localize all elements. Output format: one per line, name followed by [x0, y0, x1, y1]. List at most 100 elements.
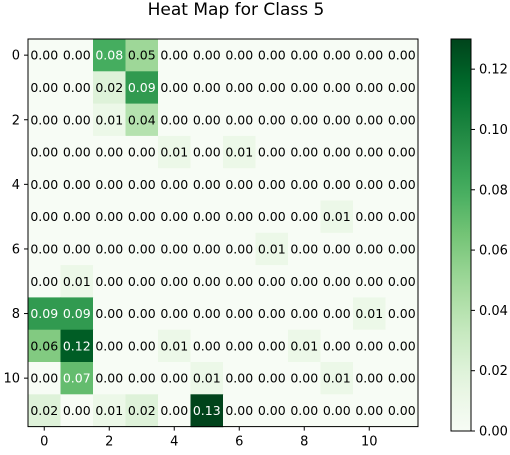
cell-value-label: 0.02: [95, 80, 123, 95]
heatmap-cell: [158, 135, 192, 169]
heatmap-cell: [255, 362, 289, 395]
heatmap-cell: [190, 232, 224, 266]
cell-value-label: 0.00: [95, 274, 123, 289]
heatmap-cell: [190, 103, 224, 137]
cell-value-label: 0.00: [30, 112, 58, 127]
cell-value-label: 0.00: [160, 80, 188, 95]
heatmap-cell: [223, 135, 257, 169]
cell-value-label: 0.00: [225, 403, 253, 418]
heatmap-cell: [385, 265, 419, 298]
heatmap-cell: [353, 394, 387, 428]
heatmap-cell: [93, 232, 127, 266]
cell-value-label: 0.00: [30, 241, 58, 256]
cell-value-label: 0.02: [30, 403, 58, 418]
cell-value-label: 0.00: [30, 209, 58, 224]
cell-value-label: 0.00: [388, 112, 416, 127]
heatmap-cell: [288, 71, 322, 105]
cell-value-label: 0.00: [388, 274, 416, 289]
heatmap-cell: [190, 39, 224, 72]
cell-value-label: 0.00: [128, 145, 156, 160]
cell-value-label: 0.00: [193, 177, 221, 192]
heatmap-cell: [60, 39, 94, 72]
cell-value-label: 0.09: [128, 80, 156, 95]
colorbar-tick-label: 0.00: [479, 425, 508, 440]
heatmap-cell: [320, 232, 354, 266]
cell-value-label: 0.01: [323, 371, 351, 386]
heatmap-cell: [60, 200, 94, 234]
cell-value-label: 0.00: [128, 274, 156, 289]
heatmap-cell: [158, 200, 192, 234]
cell-value-label: 0.00: [258, 48, 286, 63]
heatmap-cell: [93, 135, 127, 169]
heatmap-cell: [158, 103, 192, 137]
cell-value-label: 0.00: [258, 145, 286, 160]
cell-value-label: 0.00: [193, 274, 221, 289]
cell-value-label: 0.00: [225, 241, 253, 256]
heatmap-cell: [93, 265, 127, 298]
heatmap-cell: [190, 394, 224, 428]
colorbar-tick-label: 0.06: [479, 244, 508, 259]
heatmap-cell: [385, 297, 419, 331]
heatmap-cell: [223, 297, 257, 331]
cell-value-label: 0.01: [290, 338, 318, 353]
cell-value-label: 0.00: [323, 274, 351, 289]
heatmap-cell: [320, 135, 354, 169]
cell-value-label: 0.00: [290, 48, 318, 63]
heatmap-cell: [288, 362, 322, 395]
heatmap-cell: [353, 329, 387, 363]
heatmap-cell: [190, 200, 224, 234]
cell-value-label: 0.00: [95, 338, 123, 353]
cell-value-label: 0.01: [323, 209, 351, 224]
heatmap-cell: [255, 168, 289, 202]
cell-value-label: 0.00: [323, 241, 351, 256]
heatmap-cell: [353, 200, 387, 234]
cell-value-label: 0.01: [258, 241, 286, 256]
cell-value-label: 0.00: [128, 338, 156, 353]
cell-value-label: 0.00: [290, 371, 318, 386]
heatmap-cell: [28, 232, 62, 266]
cell-value-label: 0.00: [388, 48, 416, 63]
cell-value-label: 0.00: [95, 241, 123, 256]
cell-value-label: 0.00: [63, 403, 91, 418]
heatmap-cell: [255, 71, 289, 105]
cell-value-label: 0.00: [355, 48, 383, 63]
cell-value-label: 0.00: [160, 403, 188, 418]
cell-value-label: 0.00: [258, 338, 286, 353]
cell-value-label: 0.00: [290, 241, 318, 256]
cell-value-label: 0.00: [63, 48, 91, 63]
heatmap-cell: [125, 135, 159, 169]
y-tick-label: 6: [12, 242, 20, 257]
cell-value-label: 0.09: [63, 306, 91, 321]
heatmap-cell: [28, 362, 62, 395]
heatmap-cell: [255, 135, 289, 169]
cell-value-label: 0.00: [290, 209, 318, 224]
cell-value-label: 0.00: [95, 371, 123, 386]
y-tick-label: 2: [12, 113, 20, 128]
cell-value-label: 0.01: [160, 338, 188, 353]
cell-value-label: 0.00: [355, 338, 383, 353]
cell-value-label: 0.00: [95, 145, 123, 160]
heatmap-cell: [288, 394, 322, 428]
cell-value-label: 0.00: [388, 241, 416, 256]
cell-value-label: 0.00: [160, 177, 188, 192]
cell-value-label: 0.00: [30, 145, 58, 160]
cell-value-label: 0.00: [193, 306, 221, 321]
heatmap-cell: [190, 71, 224, 105]
x-axis-ticks: 0 2 4 6 8 10: [40, 426, 378, 450]
cell-value-label: 0.00: [225, 209, 253, 224]
cell-value-label: 0.00: [355, 274, 383, 289]
heatmap-cell: [93, 394, 127, 428]
heatmap-cell: [223, 232, 257, 266]
heatmap-cell: [385, 200, 419, 234]
heatmap-cell: [385, 232, 419, 266]
cell-value-label: 0.00: [355, 371, 383, 386]
x-tick-label: 10: [361, 435, 378, 450]
heatmap-cell: [158, 362, 192, 395]
cell-value-label: 0.00: [323, 145, 351, 160]
heatmap-cell: [353, 103, 387, 137]
cell-value-label: 0.00: [355, 241, 383, 256]
heatmap-cell: [288, 39, 322, 72]
cell-value-label: 0.00: [290, 80, 318, 95]
heatmap-cell: [190, 135, 224, 169]
cell-value-label: 0.00: [128, 177, 156, 192]
